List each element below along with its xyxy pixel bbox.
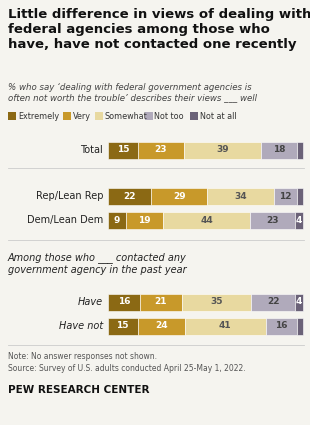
Text: % who say ‘dealing with federal government agencies is
often not worth the troub: % who say ‘dealing with federal governme… [8, 83, 257, 102]
Bar [295, 294, 303, 311]
Bar [182, 294, 251, 311]
Bar [151, 187, 207, 204]
Text: PEW RESEARCH CENTER: PEW RESEARCH CENTER [8, 385, 149, 395]
Text: Extremely: Extremely [18, 111, 59, 121]
Text: 12: 12 [279, 192, 292, 201]
Bar [108, 317, 138, 334]
Text: 16: 16 [275, 321, 288, 331]
Text: 16: 16 [118, 298, 130, 306]
Text: Among those who ___ contacted any
government agency in the past year: Among those who ___ contacted any govern… [8, 252, 187, 275]
Text: Rep/Lean Rep: Rep/Lean Rep [36, 191, 103, 201]
Bar [250, 212, 295, 229]
Text: Somewhat: Somewhat [104, 111, 147, 121]
Text: Little difference in views of dealing with
federal agencies among those who
have: Little difference in views of dealing wi… [8, 8, 310, 51]
Bar [108, 187, 151, 204]
Bar [261, 142, 297, 159]
Bar [297, 317, 303, 334]
Bar [207, 187, 274, 204]
Text: 19: 19 [138, 215, 151, 224]
Text: Have not: Have not [59, 321, 103, 331]
Bar [95, 112, 103, 120]
Text: 41: 41 [219, 321, 232, 331]
Text: Dem/Lean Dem: Dem/Lean Dem [27, 215, 103, 225]
Text: 22: 22 [267, 298, 279, 306]
Text: 24: 24 [155, 321, 167, 331]
Bar [184, 142, 261, 159]
Bar [266, 317, 297, 334]
Text: Source: Survey of U.S. adults conducted April 25-May 1, 2022.: Source: Survey of U.S. adults conducted … [8, 364, 246, 373]
Bar [251, 294, 295, 311]
Bar [185, 317, 266, 334]
Text: 4: 4 [296, 298, 302, 306]
Text: 21: 21 [154, 298, 167, 306]
Text: 35: 35 [210, 298, 223, 306]
Bar [297, 142, 303, 159]
Bar [108, 142, 138, 159]
Bar [140, 294, 182, 311]
Text: Not too: Not too [154, 111, 184, 121]
Text: 29: 29 [173, 192, 185, 201]
Text: 22: 22 [123, 192, 136, 201]
Text: 23: 23 [266, 215, 279, 224]
Bar [8, 112, 16, 120]
Bar [190, 112, 198, 120]
Text: 4: 4 [296, 215, 302, 224]
Bar [297, 187, 303, 204]
Bar [144, 112, 153, 120]
Bar [274, 187, 297, 204]
Text: 34: 34 [234, 192, 247, 201]
Text: 15: 15 [117, 145, 129, 155]
Text: Have: Have [78, 297, 103, 307]
Text: 9: 9 [114, 215, 120, 224]
Text: 15: 15 [117, 321, 129, 331]
Text: 39: 39 [216, 145, 229, 155]
Text: Note: No answer responses not shown.: Note: No answer responses not shown. [8, 352, 157, 361]
Text: Not at all: Not at all [200, 111, 237, 121]
Bar [163, 212, 250, 229]
Bar [138, 317, 185, 334]
Bar [295, 212, 303, 229]
Bar [63, 112, 70, 120]
Bar [126, 212, 163, 229]
Text: Very: Very [73, 111, 91, 121]
Bar [138, 142, 184, 159]
Bar [108, 294, 140, 311]
Text: 44: 44 [200, 215, 213, 224]
Bar [108, 212, 126, 229]
Text: 23: 23 [154, 145, 167, 155]
Text: 18: 18 [273, 145, 286, 155]
Text: Total: Total [80, 145, 103, 155]
